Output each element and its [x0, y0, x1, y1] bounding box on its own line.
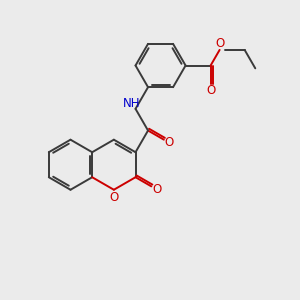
Text: O: O: [215, 37, 224, 50]
Text: O: O: [152, 183, 162, 196]
Text: O: O: [165, 136, 174, 149]
Text: O: O: [206, 83, 215, 97]
Text: NH: NH: [123, 97, 141, 110]
Text: O: O: [109, 190, 119, 204]
